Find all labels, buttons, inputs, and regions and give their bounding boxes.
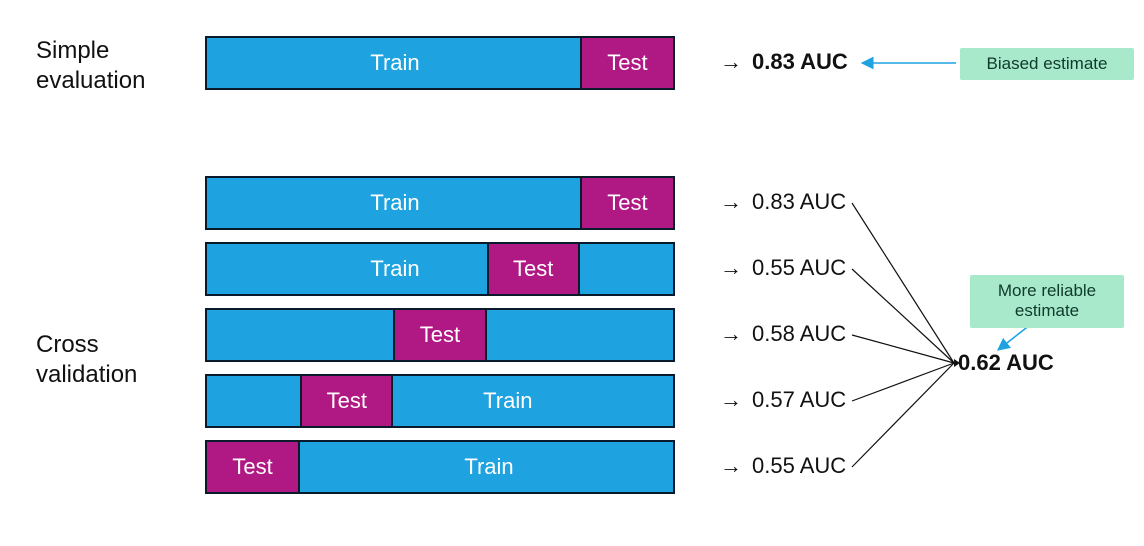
connector-line xyxy=(852,203,954,363)
cv-auc-value: 0.83 AUC xyxy=(752,191,846,213)
cv-auc-value: 0.57 AUC xyxy=(752,389,846,411)
simple-auc-value: 0.83 AUC xyxy=(752,51,848,73)
connector-line xyxy=(852,335,954,363)
badge-biased: Biased estimate xyxy=(960,48,1134,80)
simple-train-label: Train xyxy=(370,50,419,76)
cv-auc-arrow: → xyxy=(720,257,742,279)
cv-auc-arrow: → xyxy=(720,323,742,345)
connector-line xyxy=(852,363,954,401)
simple-bar-inner: Test Train xyxy=(207,38,673,88)
cv-auc-value: 0.55 AUC xyxy=(752,455,846,477)
cv-auc-arrow: → xyxy=(720,455,742,477)
cv-auc-arrow: → xyxy=(720,389,742,411)
cv-test-label: Test xyxy=(232,454,272,480)
cv-test-seg: Test xyxy=(580,176,675,230)
cv-bar-inner: Test xyxy=(207,310,673,360)
cv-test-label: Test xyxy=(607,190,647,216)
cv-train-label: Train xyxy=(483,388,532,414)
cv-bar: Test Train xyxy=(205,242,675,296)
connector-line xyxy=(852,363,954,467)
simple-test-seg: Test xyxy=(580,36,675,90)
cv-test-label: Test xyxy=(327,388,367,414)
cv-bar: Test Train xyxy=(205,176,675,230)
cv-summary-auc: 0.62 AUC xyxy=(958,352,1054,374)
simple-auc-arrow: → xyxy=(720,51,742,73)
simple-test-label: Test xyxy=(607,50,647,76)
cv-test-label: Test xyxy=(420,322,460,348)
cv-test-seg: Test xyxy=(393,308,486,362)
cv-bar-inner: Test Train xyxy=(207,376,673,426)
cv-train-label: Train xyxy=(370,256,419,282)
diagram-canvas: { "layout": { "bar_area": { "left": 205,… xyxy=(0,0,1144,546)
cv-test-label: Test xyxy=(513,256,553,282)
simple-bar: Test Train xyxy=(205,36,675,90)
cv-bar: Test Train xyxy=(205,440,675,494)
cv-test-seg: Test xyxy=(300,374,393,428)
cv-test-seg: Test xyxy=(487,242,580,296)
cv-test-seg: Test xyxy=(205,440,300,494)
connector-line xyxy=(852,269,954,363)
cv-bar-inner: Test Train xyxy=(207,178,673,228)
cv-auc-arrow: → xyxy=(720,191,742,213)
cv-bar-inner: Test Train xyxy=(207,244,673,294)
cv-train-label: Train xyxy=(370,190,419,216)
cv-bar: Test Train xyxy=(205,374,675,428)
cv-bar-inner: Test Train xyxy=(207,442,673,492)
label-cross-validation: Cross validation xyxy=(36,330,137,390)
cv-bar: Test xyxy=(205,308,675,362)
cv-auc-value: 0.55 AUC xyxy=(752,257,846,279)
badge-reliable: More reliable estimate xyxy=(970,275,1124,328)
cv-auc-value: 0.58 AUC xyxy=(752,323,846,345)
cv-train-label: Train xyxy=(464,454,513,480)
label-simple-evaluation: Simple evaluation xyxy=(36,36,145,96)
